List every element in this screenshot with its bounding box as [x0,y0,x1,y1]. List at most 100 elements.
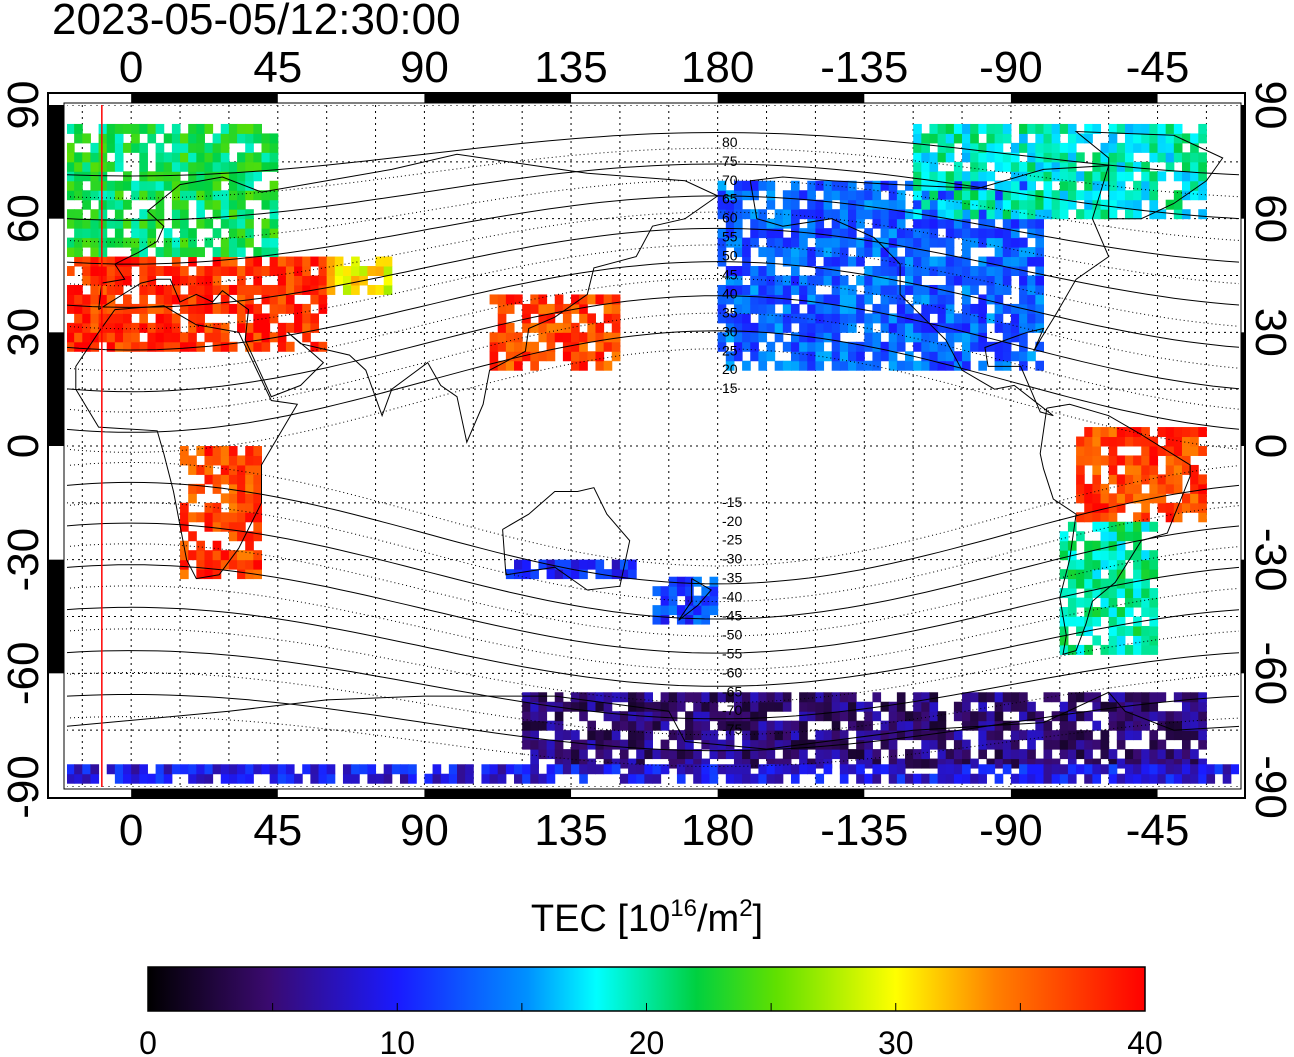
colorbar-tick-label: 20 [629,1025,665,1057]
contour-line [67,671,1239,736]
lat-tick-right: -90 [1246,755,1294,819]
coastline [502,487,631,591]
contour-line [67,312,1239,413]
frame-bar-right [1241,559,1245,674]
contour-label: 65 [722,191,738,207]
tec-region [67,764,1239,784]
contour-line [67,211,1239,287]
lon-tick-top: 180 [681,43,754,92]
coastline [749,165,1110,417]
contour-label: -65 [722,683,742,699]
contour-line [67,163,1239,221]
lat-tick-right: 0 [1246,434,1294,458]
contour-label: -40 [722,589,742,605]
contour-label: 40 [722,285,738,301]
frame-bar-bottom [1010,789,1158,798]
contour-label: -55 [722,645,742,661]
lon-tick-bottom: 0 [119,806,143,855]
contour-label: 75 [722,153,738,169]
frame-bar-bottom [424,789,572,798]
contour-label: 30 [722,323,738,339]
contour-label: 70 [722,172,738,188]
frame-bar-right [1241,332,1245,446]
lon-tick-bottom: -90 [979,806,1043,855]
tec-region [67,123,279,258]
contour-line [67,261,1239,351]
frame-bar-left [48,559,64,674]
lon-tick-bottom: -45 [1126,806,1190,855]
contour-label: 35 [722,304,738,320]
contour-label: 55 [722,229,738,245]
colorbar-ticks: 0 10 20 30 40 [139,1003,1163,1057]
timestamp-title: 2023-05-05/12:30:00 [52,0,461,44]
lat-tick-left: 60 [0,194,48,243]
frame-bar-left [48,332,64,446]
lat-tick-left: -30 [0,528,48,592]
tec-cells [67,123,1239,784]
contour-label: -35 [722,570,742,586]
coastlines [67,130,1239,750]
tec-region [1076,427,1207,523]
lon-tick-top: 45 [253,43,302,92]
lon-tick-top: -135 [820,43,908,92]
contour-line [67,585,1239,671]
lon-tick-bottom: -135 [820,806,908,855]
frame-bar-top [1010,93,1158,103]
contour-line [67,543,1239,637]
lat-tick-left: 30 [0,308,48,357]
contour-label: -60 [722,664,742,680]
lon-tick-top: -90 [979,43,1043,92]
tec-region [326,256,393,295]
lon-tick-bottom: 135 [534,806,607,855]
contour-label: -50 [722,626,742,642]
contour-label: -25 [722,532,742,548]
lon-tick-bottom: 90 [400,806,449,855]
contour-label: -20 [722,513,742,529]
coastline [1074,130,1224,220]
lat-tick-left: -60 [0,642,48,706]
lon-tick-bottom: 180 [681,806,754,855]
coastline [75,305,299,580]
magnetic-latitude-contours [67,131,1239,768]
axis-ticks: 0 0 45 45 90 90 135 135 180 180 -135 -135 -90 -90 -45 -… [0,43,1294,855]
frame-bar-top [424,93,572,103]
colorbar-tick-label: 40 [1127,1025,1163,1057]
contour-line [67,522,1239,620]
lat-tick-right: -30 [1246,528,1294,592]
contour-line [67,195,1239,265]
colorbar-tick-label: 0 [139,1025,157,1057]
colorbar-tick-label: 30 [878,1025,914,1057]
contour-label: 60 [722,210,738,226]
frame-bar-bottom [717,789,865,798]
lat-tick-left: -90 [0,755,48,819]
lon-tick-top: 0 [119,43,143,92]
lon-tick-top: -45 [1126,43,1190,92]
frame-bar-bottom [131,789,278,798]
lat-tick-right: 30 [1246,308,1294,357]
lat-tick-left: 90 [0,81,48,130]
lon-tick-top: 135 [534,43,607,92]
coastline [98,153,719,444]
contour-label: -75 [722,721,742,737]
contour-line [67,606,1239,687]
lon-tick-bottom: 45 [253,806,302,855]
colorbar-title: TEC [1016/m2] [530,895,764,941]
lat-tick-right: 60 [1246,194,1294,243]
contour-line [67,227,1239,308]
coastline [67,691,1239,750]
contour-label: -45 [722,608,742,624]
contour-label: 20 [722,361,738,377]
contour-label: 45 [722,267,738,283]
lat-tick-right: -60 [1246,642,1294,706]
frame-bar-top [131,93,278,103]
contour-labels: 80 75 70 65 60 55 50 45 40 35 30 25 20 15 -15 -20 -25 -30… [722,134,742,737]
contour-label: 50 [722,248,738,264]
lon-tick-top: 90 [400,43,449,92]
contour-line [67,481,1239,585]
contour-line [67,348,1239,453]
colorbar-tick-label: 10 [379,1025,415,1057]
tec-region [913,123,1207,220]
contour-label: -70 [722,702,742,718]
contour-label: 80 [722,134,738,150]
